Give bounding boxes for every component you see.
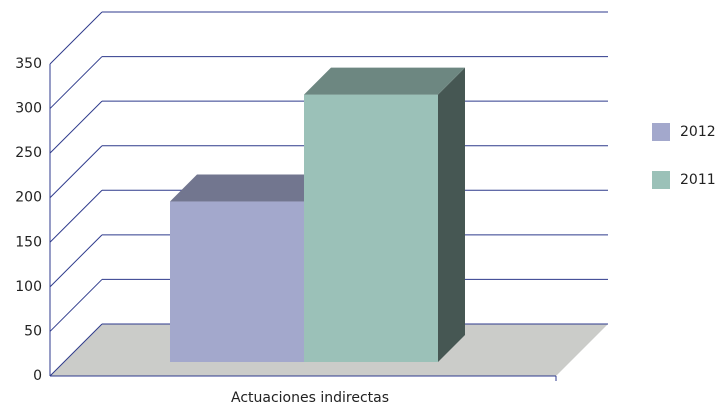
y-tick-label: 300 (15, 101, 42, 117)
grid-line (49, 189, 103, 243)
legend-label: 2011 (680, 172, 716, 188)
grid-line (49, 145, 103, 199)
legend-swatch (652, 171, 670, 189)
bar-top (304, 67, 465, 95)
y-tick-label: 200 (15, 190, 42, 206)
grid-line (49, 100, 103, 154)
y-tick-label: 50 (24, 323, 42, 339)
legend-swatch (652, 123, 670, 141)
grid-line (49, 279, 103, 332)
bar-side (438, 67, 465, 363)
x-tick-label: Actuaciones indirectas (231, 390, 389, 406)
y-tick-label: 0 (33, 368, 42, 384)
grid-line (49, 56, 103, 109)
y-tick-label: 150 (15, 234, 42, 250)
grid-line (49, 234, 103, 288)
grid-line (49, 11, 103, 65)
bar (170, 201, 304, 362)
grid-line (49, 323, 103, 377)
bar (304, 94, 438, 363)
y-tick-label: 250 (15, 145, 42, 161)
legend-label: 2012 (680, 124, 716, 140)
y-tick-label: 100 (15, 279, 42, 295)
bar-top (170, 174, 331, 202)
y-tick-label: 350 (15, 56, 42, 72)
